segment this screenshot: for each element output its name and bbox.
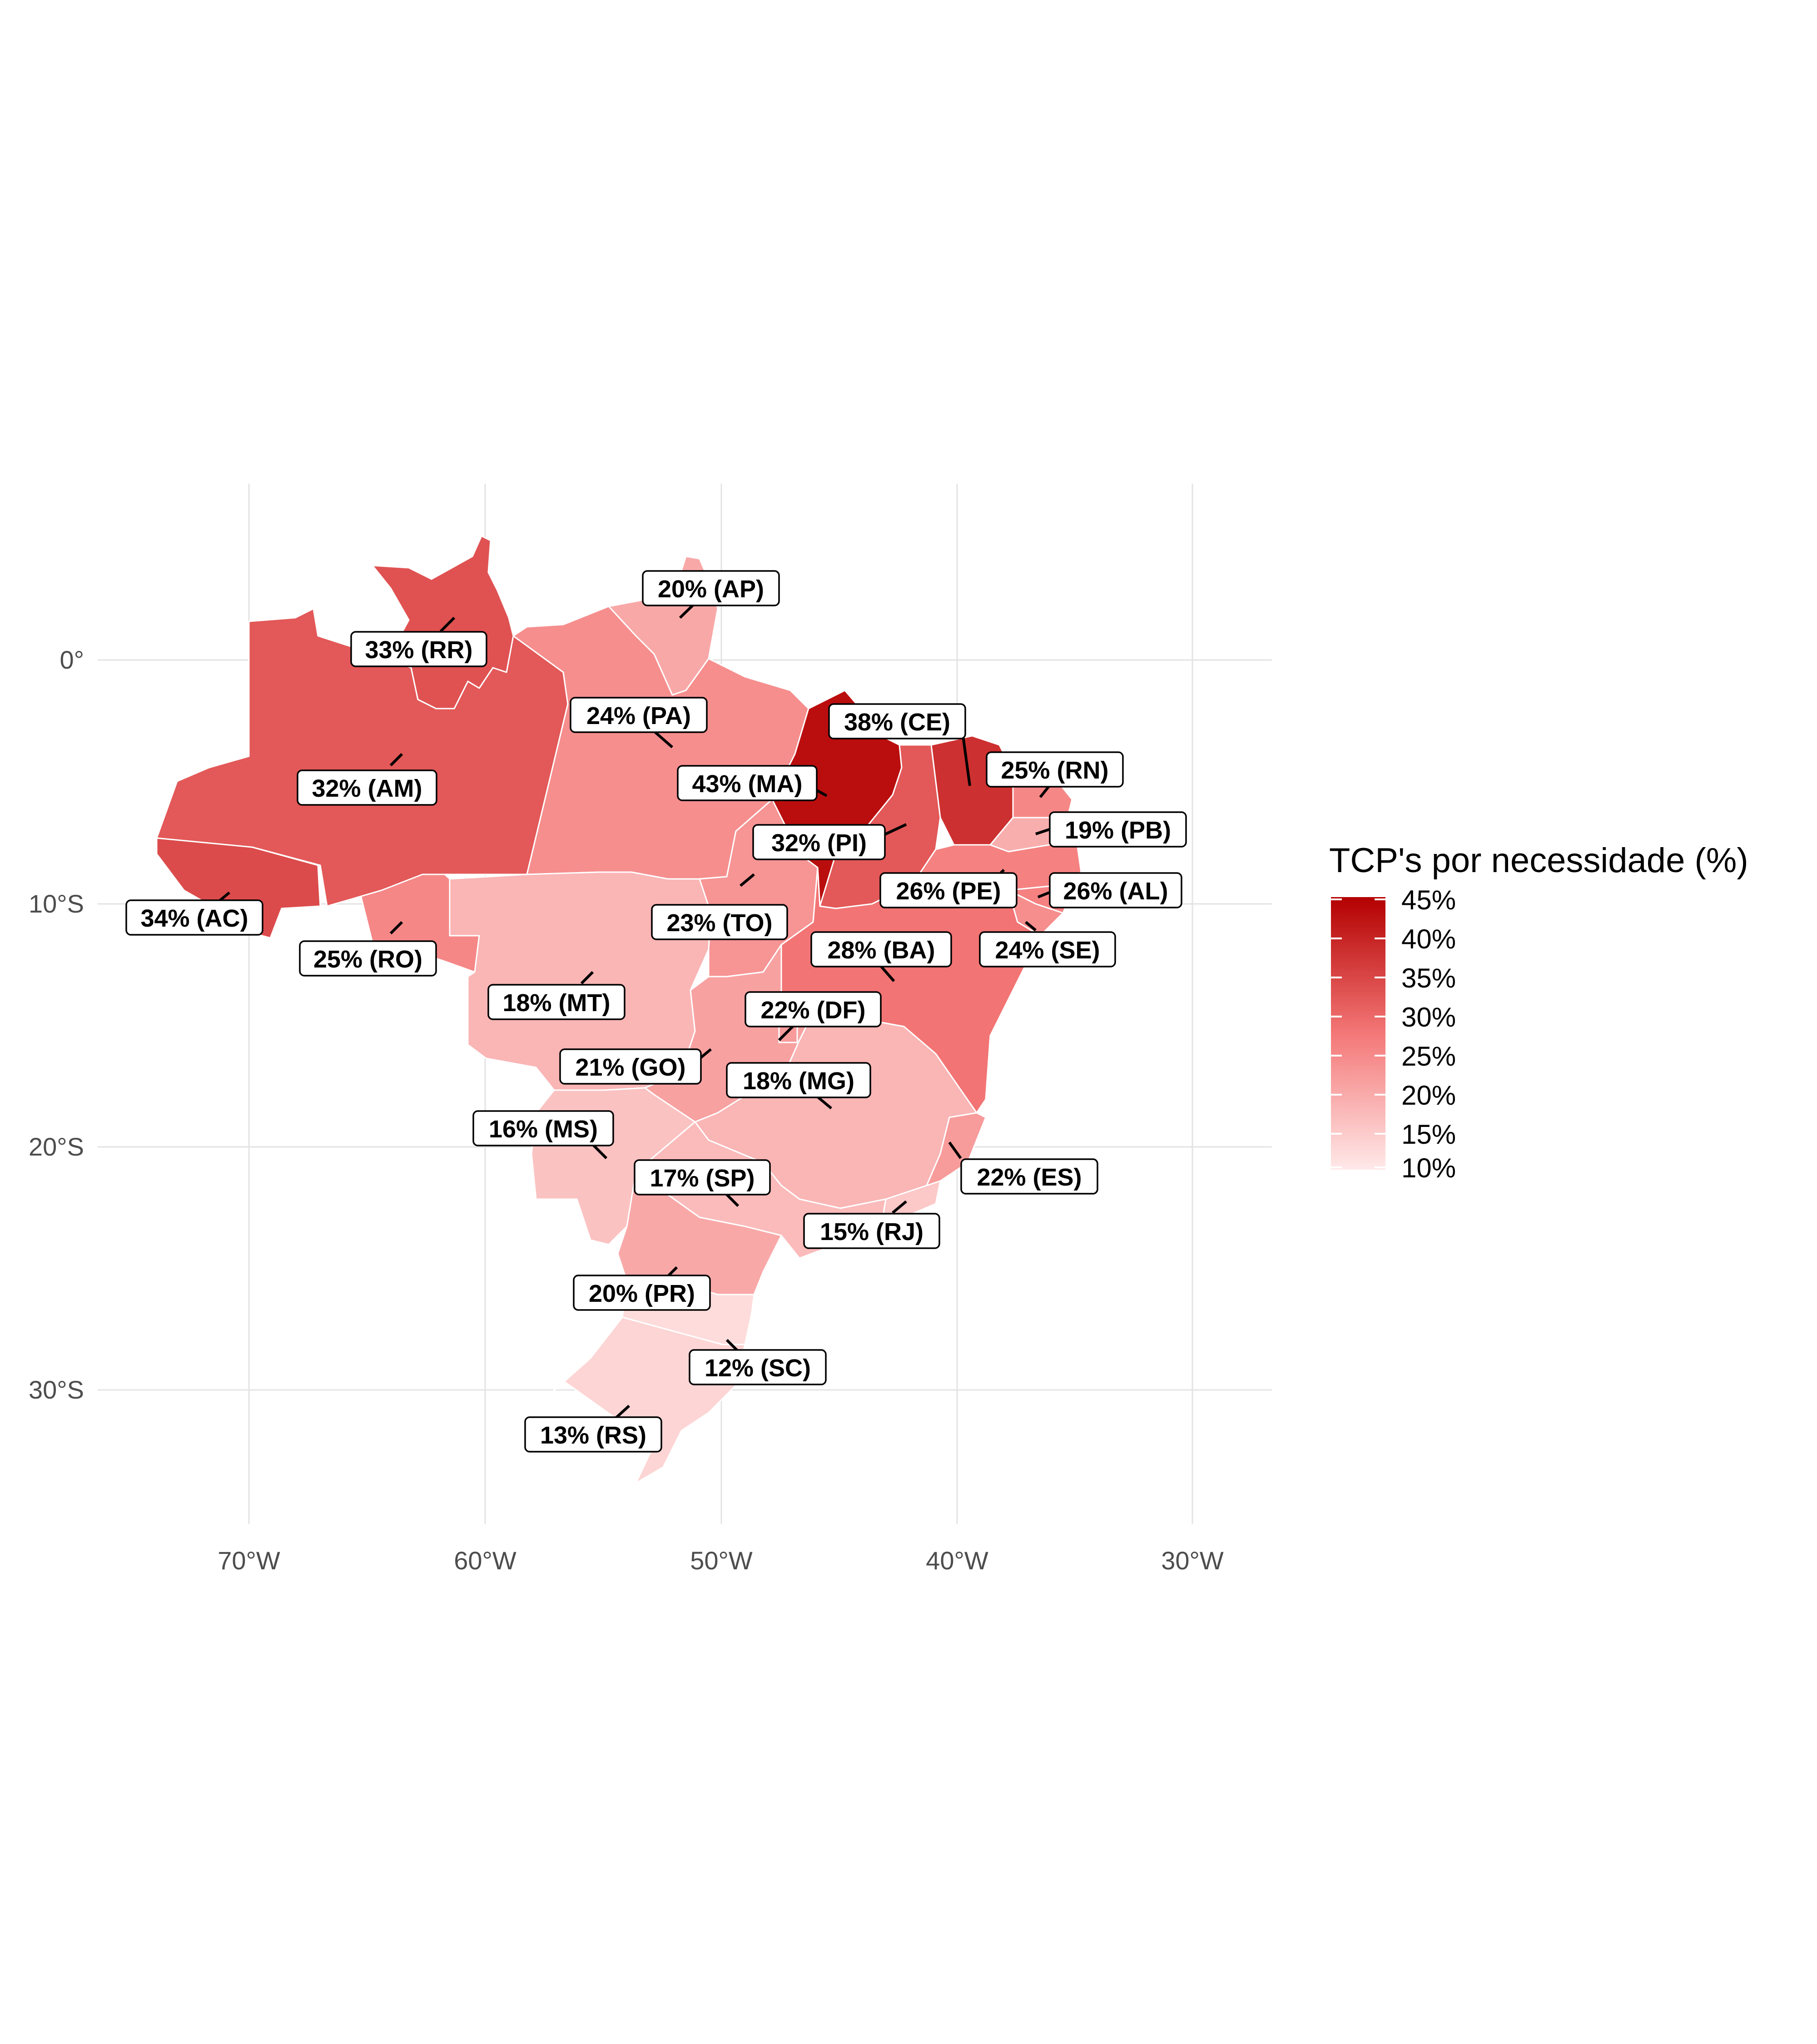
color-legend: TCP's por necessidade (%) 45% 40% 35% 30…: [1329, 841, 1748, 1183]
x-tick-50w: 50°W: [690, 1546, 753, 1575]
legend-tick-25: 25%: [1401, 1041, 1456, 1072]
label-ro: 25% (RO): [299, 940, 437, 977]
label-al-text: 26% (AL): [1063, 878, 1168, 905]
label-pi: 32% (PI): [752, 824, 886, 860]
label-rs: 13% (RS): [524, 1416, 662, 1453]
legend-tick-30: 30%: [1401, 1002, 1456, 1032]
label-mt-text: 18% (MT): [502, 989, 610, 1017]
label-ap-text: 20% (AP): [658, 575, 764, 603]
state-df: [778, 1026, 798, 1043]
label-pa: 24% (PA): [570, 697, 708, 733]
y-tick-20s: 20°S: [29, 1132, 84, 1161]
leader-rn: [1039, 785, 1051, 798]
label-mg-text: 18% (MG): [743, 1067, 854, 1095]
label-to: 23% (TO): [651, 904, 788, 940]
label-ba-text: 28% (BA): [827, 937, 935, 964]
y-tick-30s: 30°S: [29, 1375, 84, 1404]
label-rj: 15% (RJ): [803, 1213, 940, 1249]
legend-tick-45: 45%: [1401, 885, 1456, 915]
leader-mg: [817, 1096, 832, 1110]
label-pe: 26% (PE): [879, 872, 1018, 908]
leader-rr: [439, 616, 456, 633]
leader-ms: [591, 1143, 608, 1160]
label-go-text: 21% (GO): [575, 1054, 685, 1081]
label-rr-text: 33% (RR): [365, 636, 472, 664]
label-ce-text: 38% (CE): [844, 709, 950, 736]
label-rn-text: 25% (RN): [1001, 757, 1108, 784]
legend-tick-20: 20%: [1401, 1080, 1456, 1111]
label-ac: 34% (AC): [125, 899, 263, 936]
state-es: [926, 1112, 987, 1186]
label-pr: 20% (PR): [573, 1275, 711, 1311]
label-pr-text: 20% (PR): [589, 1280, 695, 1307]
label-ac-text: 34% (AC): [140, 905, 248, 932]
label-sp: 17% (SP): [634, 1159, 771, 1196]
label-rn: 25% (RN): [986, 751, 1124, 788]
leader-es: [948, 1141, 962, 1159]
leader-ba: [880, 966, 895, 982]
leader-al: [1037, 891, 1050, 898]
label-rj-text: 15% (RJ): [820, 1218, 923, 1245]
label-ms-text: 16% (MS): [489, 1116, 598, 1143]
legend-tick-40: 40%: [1401, 924, 1456, 954]
legend-colorbar: [1331, 897, 1385, 1170]
label-sc-text: 12% (SC): [705, 1354, 811, 1382]
leader-pb: [1035, 828, 1050, 835]
label-mt: 18% (MT): [487, 984, 626, 1020]
x-tick-30w: 30°W: [1161, 1546, 1224, 1575]
legend-tick-marks: [1331, 898, 1385, 1168]
label-pa-text: 24% (PA): [586, 702, 691, 729]
label-ap: 20% (AP): [642, 570, 780, 606]
label-pe-text: 26% (PE): [896, 878, 1001, 905]
label-pb: 19% (PB): [1049, 811, 1187, 848]
label-rs-text: 13% (RS): [540, 1422, 646, 1449]
label-mg: 18% (MG): [726, 1062, 871, 1098]
label-am: 32% (AM): [297, 769, 437, 806]
leader-to: [740, 873, 755, 887]
leader-df: [778, 1025, 794, 1042]
label-es-text: 22% (ES): [977, 1164, 1082, 1191]
label-sc: 12% (SC): [689, 1349, 827, 1385]
legend-title: TCP's por necessidade (%): [1329, 841, 1748, 880]
label-pb-text: 19% (PB): [1065, 817, 1171, 844]
label-sp-text: 17% (SP): [650, 1165, 755, 1192]
label-ro-text: 25% (RO): [313, 946, 422, 973]
label-to-text: 23% (TO): [666, 909, 772, 937]
legend-tick-15: 15%: [1401, 1119, 1456, 1150]
x-tick-70w: 70°W: [218, 1546, 280, 1575]
label-df: 22% (DF): [745, 991, 882, 1027]
label-df-text: 22% (DF): [760, 997, 865, 1024]
label-ma: 43% (MA): [677, 765, 818, 801]
label-ma-text: 43% (MA): [692, 770, 802, 798]
label-ba: 28% (BA): [810, 931, 952, 967]
leader-am: [389, 753, 403, 767]
y-tick-0: 0°: [60, 645, 84, 674]
label-al: 26% (AL): [1049, 872, 1182, 908]
legend-tick-10: 10%: [1401, 1153, 1456, 1183]
label-go: 21% (GO): [559, 1048, 702, 1085]
leader-ce: [962, 735, 971, 786]
leader-ro: [389, 921, 403, 935]
label-pi-text: 32% (PI): [771, 829, 867, 857]
leader-se: [1025, 921, 1037, 932]
label-se-text: 24% (SE): [995, 937, 1100, 964]
x-tick-60w: 60°W: [454, 1546, 516, 1575]
state-rs: [549, 1316, 746, 1484]
leader-pa: [653, 730, 673, 749]
label-rr: 33% (RR): [350, 631, 487, 667]
label-ce: 38% (CE): [828, 703, 966, 739]
label-ms: 16% (MS): [472, 1110, 614, 1146]
label-se: 24% (SE): [979, 931, 1116, 967]
leader-mt: [580, 971, 594, 985]
x-tick-40w: 40°W: [926, 1546, 988, 1575]
y-tick-10s: 10°S: [29, 889, 84, 918]
label-am-text: 32% (AM): [312, 775, 422, 802]
leader-sp: [725, 1193, 740, 1207]
leader-rj: [892, 1200, 907, 1214]
label-es: 22% (ES): [960, 1158, 1098, 1195]
legend-tick-35: 35%: [1401, 963, 1456, 993]
